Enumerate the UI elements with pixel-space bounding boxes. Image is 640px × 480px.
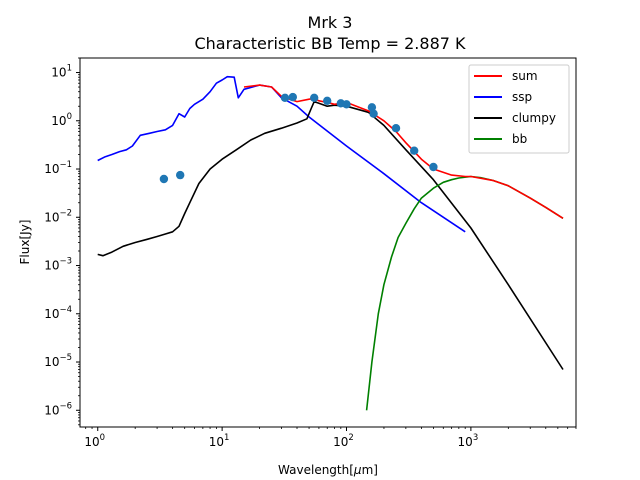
legend: sum ssp clumpy bb [468,64,570,154]
y-tick-label: 10−6 [44,401,72,417]
y-tick-label: 10−4 [44,305,72,321]
x-axis-label: Wavelength[μm] [278,463,378,477]
data-point-observed [280,93,290,103]
y-tick-label: 10−2 [44,208,72,224]
y-tick-label: 10−1 [44,160,72,176]
x-axis-label-mu: μ [353,463,362,477]
chart-title: Mrk 3 [308,13,353,32]
data-point-observed [367,103,377,112]
x-tick-label: 101 [209,433,230,449]
y-axis-label: Flux[Jy] [18,220,32,265]
x-tick-label: 100 [84,433,105,449]
y-tick-label: 10−3 [44,257,72,273]
legend-label-sum: sum [512,69,538,83]
data-point-observed [159,174,169,184]
x-axis-label-post: m] [362,463,378,477]
y-tick-label: 101 [51,64,72,80]
data-point-observed [310,93,319,103]
data-point-observed [342,100,351,109]
data-point-observed [410,146,419,155]
data-point-observed [323,96,332,106]
series-line-bb [365,175,564,411]
y-tick-label: 100 [51,112,72,128]
series-observed [159,92,438,184]
legend-label-clumpy: clumpy [512,111,556,125]
data-point-observed [391,124,401,133]
series-line-clumpy [97,100,564,370]
x-tick-label: 103 [458,433,479,449]
x-tick-label: 102 [333,433,354,449]
legend-label-bb: bb [512,132,527,146]
data-point-observed [288,92,297,102]
axis-ticks: 100 101 102 103 10−6 10−5 10−4 10−3 10−2 10−1 100 1… [44,57,577,449]
chart-subtitle: Characteristic BB Temp = 2.887 K [194,34,466,53]
data-point-observed [429,162,438,172]
x-axis-label-pre: Wavelength[ [278,463,354,477]
y-tick-label: 10−5 [44,353,72,369]
legend-box [468,64,570,154]
data-point-observed [176,170,185,180]
series-line-ssp [97,75,466,233]
data-point-observed [369,109,378,118]
legend-label-ssp: ssp [512,90,532,104]
plot-area [97,75,564,411]
